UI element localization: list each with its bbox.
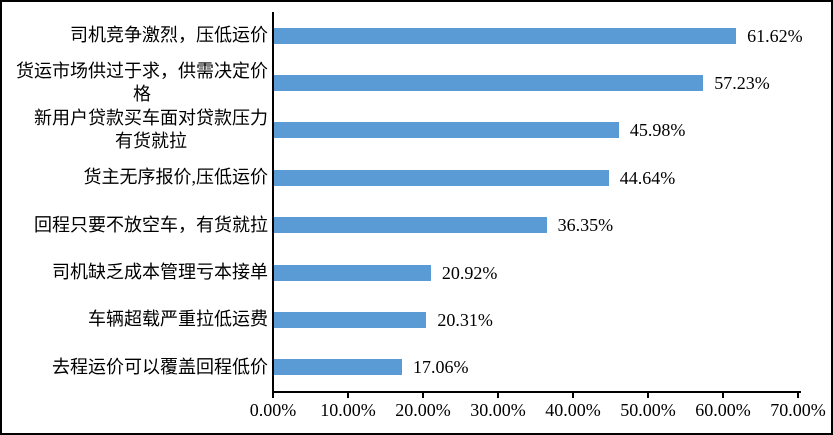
x-axis-tick: [497, 393, 499, 398]
x-axis-tick-label: 60.00%: [695, 400, 751, 420]
bar: [274, 311, 427, 328]
category-label-row: 司机竞争激烈，压低运价: [4, 12, 268, 59]
x-axis-tick-label: 50.00%: [620, 400, 676, 420]
bar: [274, 122, 619, 139]
x-axis-tick-label: 0.00%: [249, 400, 297, 420]
x-axis-tick-label: 20.00%: [395, 400, 451, 420]
category-label: 货运市场供过于求，供需决定价 格: [16, 61, 268, 105]
x-axis-tick: [797, 393, 799, 398]
x-axis-tick-label: 40.00%: [545, 400, 601, 420]
category-label: 司机竞争激烈，压低运价: [70, 25, 268, 46]
bar: [274, 27, 737, 44]
bar: [274, 359, 402, 376]
category-label: 回程只要不放空车，有货就拉: [34, 214, 268, 235]
bar: [274, 75, 704, 92]
category-label-row: 新用户贷款买车面对贷款压力 有货就拉: [4, 107, 268, 154]
bar-value-label: 45.98%: [629, 120, 686, 141]
x-axis-line: [272, 391, 801, 393]
x-axis-tick-label: 10.00%: [320, 400, 376, 420]
category-label: 去程运价可以覆盖回程低价: [52, 356, 268, 377]
x-axis-tick-label: 30.00%: [470, 400, 526, 420]
category-label-row: 车辆超载严重拉低运费: [4, 296, 268, 343]
category-label-row: 货运市场供过于求，供需决定价 格: [4, 59, 268, 106]
category-label: 新用户贷款买车面对贷款压力 有货就拉: [34, 108, 268, 152]
x-axis-tick: [272, 393, 274, 398]
category-label-row: 去程运价可以覆盖回程低价: [4, 344, 268, 391]
category-label-row: 货主无序报价,压低运价: [4, 154, 269, 201]
bar-value-label: 61.62%: [747, 25, 803, 46]
bar-value-label: 36.35%: [557, 215, 614, 236]
bar-value-label: 20.31%: [437, 309, 493, 330]
bar: [274, 264, 431, 281]
category-label-row: 回程只要不放空车，有货就拉: [4, 202, 268, 249]
category-label: 司机缺乏成本管理亏本接单: [52, 262, 268, 283]
x-axis-tick: [647, 393, 649, 398]
bar-value-label: 44.64%: [619, 167, 676, 188]
category-label: 货主无序报价,压低运价: [83, 167, 269, 188]
bar-value-label: 57.23%: [714, 73, 770, 94]
x-axis-tick-label: 70.00%: [770, 400, 826, 420]
bar-value-label: 20.92%: [441, 262, 498, 283]
x-axis-tick: [422, 393, 424, 398]
x-axis-tick: [347, 393, 349, 398]
x-axis-tick: [722, 393, 724, 398]
x-axis-tick: [572, 393, 574, 398]
bar-value-label: 17.06%: [412, 357, 469, 378]
category-label-row: 司机缺乏成本管理亏本接单: [4, 249, 268, 296]
y-axis-line: [272, 12, 274, 393]
category-label: 车辆超载严重拉低运费: [88, 309, 268, 330]
bar: [274, 169, 609, 186]
bar: [274, 217, 547, 234]
